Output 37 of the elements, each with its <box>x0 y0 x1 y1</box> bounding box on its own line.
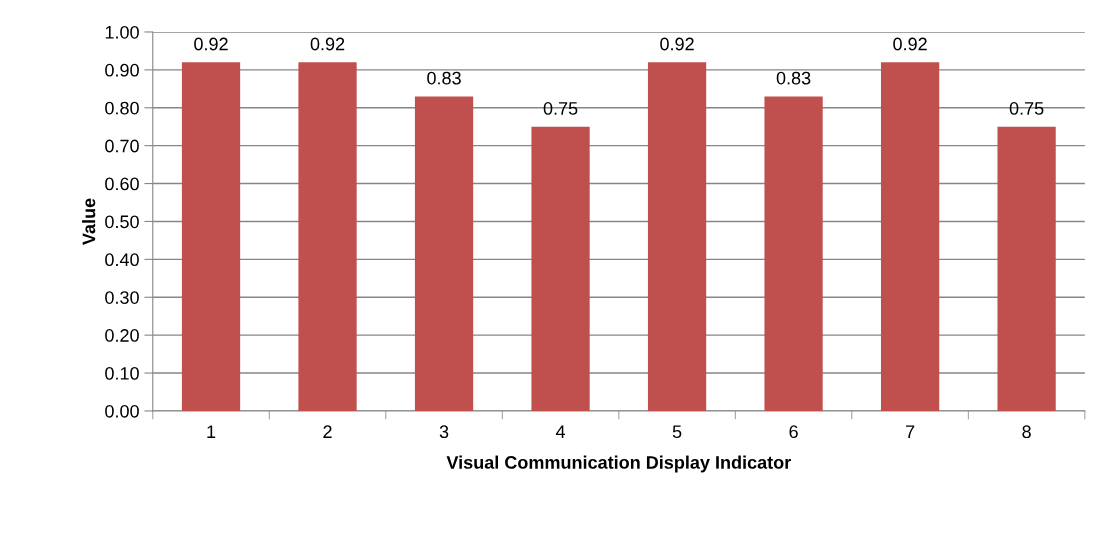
data-label: 0.92 <box>310 37 345 51</box>
bar <box>414 96 474 411</box>
bar <box>764 96 823 411</box>
data-label: 0.83 <box>776 71 811 85</box>
x-tick-label: 7 <box>906 425 915 438</box>
x-tick-label: 4 <box>555 425 566 438</box>
y-tick-label: 0.30 <box>105 291 139 304</box>
bar <box>181 62 241 411</box>
data-label: 0.92 <box>893 37 927 51</box>
data-label: 0.75 <box>543 102 578 115</box>
y-tick-label: 1.00 <box>105 25 139 39</box>
bar <box>531 126 590 411</box>
y-tick-label: 0.70 <box>105 139 139 153</box>
bar <box>997 126 1056 411</box>
data-label: 0.75 <box>1009 102 1044 115</box>
x-tick-label: 6 <box>789 425 798 439</box>
y-tick-label: 0.80 <box>105 101 139 115</box>
y-axis-title: Value <box>82 198 96 245</box>
data-label: 0.83 <box>427 71 461 85</box>
x-tick-label: 3 <box>439 425 449 439</box>
x-tick-label: 5 <box>672 425 682 439</box>
y-tick-label: 0.90 <box>105 63 139 77</box>
x-tick-label: 2 <box>323 425 332 438</box>
data-label: 0.92 <box>660 37 694 51</box>
y-tick-label: 0.50 <box>105 215 139 229</box>
y-tick-label: 0.20 <box>105 329 139 342</box>
y-tick-label: 0.10 <box>105 366 139 380</box>
x-tick-label: 1 <box>207 425 216 438</box>
data-label: 0.92 <box>194 37 228 51</box>
bar <box>647 62 707 411</box>
bar <box>880 62 940 411</box>
x-axis-title: Visual Communication Display Indicator <box>446 455 791 473</box>
y-tick-label: 0.40 <box>105 253 139 267</box>
y-tick-label: 0.60 <box>105 177 139 191</box>
y-tick-label: 0.00 <box>105 404 139 418</box>
x-tick-label: 8 <box>1022 425 1031 439</box>
bar <box>298 62 357 411</box>
